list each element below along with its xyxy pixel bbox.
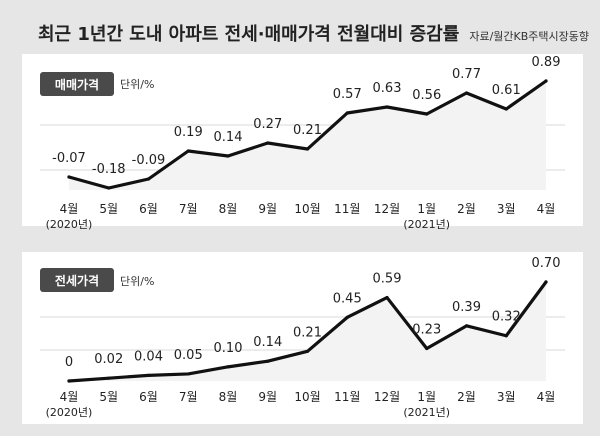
jeonse-point-3 — [186, 372, 190, 376]
jeonse-tick-label-11: 3월 — [497, 390, 516, 404]
price-tick-label-9: 1월 — [417, 202, 436, 216]
jeonse-point-9 — [425, 346, 429, 351]
jeonse-value-label-2: 0.04 — [134, 349, 163, 364]
jeonse-tick-label-1: 5월 — [99, 390, 118, 404]
price-tick-label-8: 12월 — [374, 202, 400, 216]
jeonse-tick-label-12: 4월 — [537, 390, 556, 404]
jeonse-value-label-9: 0.23 — [412, 322, 441, 337]
jeonse-tick-label-8: 12월 — [374, 390, 400, 404]
jeonse-tick-label-0: 4월 — [60, 390, 79, 404]
jeonse-year-note-9: (2021년) — [403, 406, 450, 419]
price-point-6 — [305, 147, 310, 151]
price-value-label-11: 0.61 — [492, 83, 521, 98]
chart-title: 최근 1년간 도내 아파트 전세·매매가격 전월대비 증감률 — [38, 24, 459, 45]
price-point-5 — [266, 141, 270, 145]
jeonse-tick-label-7: 11월 — [334, 390, 360, 404]
price-tick-label-10: 2월 — [457, 202, 476, 216]
price-tick-label-7: 11월 — [334, 202, 360, 216]
price-value-label-4: 0.14 — [214, 130, 243, 145]
jeonse-value-label-1: 0.02 — [94, 352, 123, 367]
jeonse-value-label-6: 0.21 — [293, 325, 322, 340]
price-value-label-3: 0.19 — [174, 125, 203, 140]
price-value-label-12: 0.89 — [532, 55, 561, 70]
price-point-9 — [425, 112, 429, 116]
jeonse-value-label-10: 0.39 — [452, 300, 481, 315]
jeonse-tick-label-4: 8월 — [219, 390, 238, 404]
price-year-note-9: (2021년) — [403, 218, 450, 231]
jeonse-value-label-8: 0.59 — [373, 272, 402, 287]
jeonse-value-label-12: 0.70 — [532, 256, 561, 271]
price-value-label-5: 0.27 — [253, 117, 282, 132]
price-point-7 — [345, 111, 349, 115]
jeonse-point-1 — [107, 376, 111, 380]
jeonse-tick-label-2: 6월 — [139, 390, 158, 404]
price-point-1 — [107, 186, 111, 190]
jeonse-value-label-7: 0.45 — [333, 291, 362, 306]
price-point-10 — [464, 91, 469, 95]
jeonse-value-label-0: 0 — [65, 355, 73, 370]
price-tick-label-6: 10월 — [294, 202, 320, 216]
price-point-3 — [186, 149, 190, 153]
price-tick-label-5: 9월 — [258, 202, 277, 216]
price-tick-label-2: 6월 — [139, 202, 158, 216]
price-value-label-0: -0.07 — [52, 151, 86, 166]
jeonse-area — [69, 282, 546, 381]
price-point-11 — [504, 107, 508, 111]
jeonse-tick-label-6: 10월 — [294, 390, 320, 404]
price-value-label-10: 0.77 — [452, 67, 481, 82]
jeonse-tick-label-10: 2월 — [457, 390, 476, 404]
price-tick-label-1: 5월 — [99, 202, 118, 216]
jeonse-value-label-5: 0.14 — [253, 335, 282, 350]
price-point-2 — [146, 177, 151, 181]
price-point-0 — [67, 175, 71, 179]
price-tick-label-12: 4월 — [537, 202, 556, 216]
jeonse-tick-label-9: 1월 — [417, 390, 436, 404]
jeonse-point-4 — [226, 365, 230, 369]
price-tick-label-4: 8월 — [219, 202, 238, 216]
price-tick-label-3: 7월 — [179, 202, 198, 216]
jeonse-point-11 — [504, 334, 508, 338]
jeonse-point-8 — [385, 295, 389, 300]
price-unit-label: 단위/% — [120, 78, 154, 91]
price-value-label-9: 0.56 — [412, 88, 441, 103]
jeonse-value-label-4: 0.10 — [214, 341, 243, 356]
jeonse-point-0 — [67, 379, 71, 383]
price-point-8 — [385, 105, 389, 109]
jeonse-panel: 전세가격 단위/% 0 4월 0.02 5월 0.04 6월 0.05 7월 0.10 8월 0.1… — [22, 252, 583, 424]
jeonse-point-6 — [305, 349, 310, 353]
price-value-label-8: 0.63 — [373, 81, 402, 96]
jeonse-unit-label: 단위/% — [120, 275, 154, 288]
jeonse-point-2 — [146, 373, 151, 377]
price-series: -0.07 4월 -0.18 5월 -0.09 6월 0.19 7월 0.14 8월 0.27 9월 0… — [40, 55, 565, 231]
price-point-12 — [544, 79, 548, 83]
jeonse-point-7 — [345, 315, 349, 319]
price-panel: 매매가격 단위/% -0.07 4월 -0.18 5월 -0.09 6월 0.19 7월 0.1… — [22, 54, 583, 231]
source-note: 자료/월간KB주택시장동향 — [469, 30, 589, 43]
jeonse-point-12 — [544, 280, 548, 284]
price-badge — [40, 72, 114, 96]
jeonse-point-10 — [464, 324, 469, 328]
jeonse-value-label-11: 0.32 — [492, 310, 521, 325]
price-badge-label: 매매가격 — [55, 77, 99, 92]
price-point-4 — [226, 154, 230, 158]
price-value-label-1: -0.18 — [92, 162, 126, 177]
jeonse-tick-label-3: 7월 — [179, 390, 198, 404]
jeonse-tick-label-5: 9월 — [258, 390, 277, 404]
price-value-label-2: -0.09 — [132, 153, 166, 168]
price-area — [69, 81, 546, 190]
jeonse-point-5 — [266, 359, 270, 363]
price-value-label-6: 0.21 — [293, 123, 322, 138]
price-year-note-0: (2020년) — [46, 218, 93, 231]
jeonse-value-label-3: 0.05 — [174, 348, 203, 363]
jeonse-badge — [40, 268, 114, 292]
price-tick-label-0: 4월 — [60, 202, 79, 216]
jeonse-badge-label: 전세가격 — [55, 273, 99, 288]
jeonse-year-note-0: (2020년) — [46, 406, 93, 419]
jeonse-series: 0 4월 0.02 5월 0.04 6월 0.05 7월 0.10 8월 0.14 9월 0.21 10월… — [40, 256, 565, 419]
price-value-label-7: 0.57 — [333, 87, 362, 102]
price-tick-label-11: 3월 — [497, 202, 516, 216]
